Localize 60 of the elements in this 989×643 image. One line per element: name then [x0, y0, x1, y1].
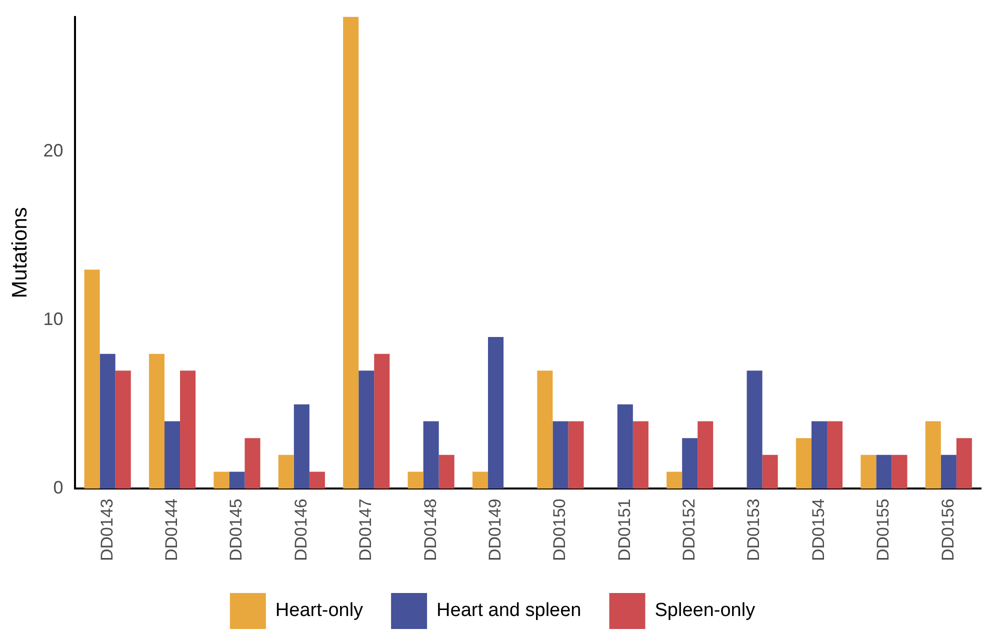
bar	[472, 472, 488, 489]
bar	[617, 404, 633, 489]
bar	[811, 421, 828, 489]
y-axis-title: Mutations	[8, 207, 32, 298]
x-tick-label: DD0143	[97, 498, 116, 562]
bar	[746, 370, 762, 489]
y-tick-label: 10	[43, 309, 64, 330]
bar	[827, 421, 843, 489]
bar	[568, 421, 584, 489]
y-tick-label: 0	[53, 478, 64, 498]
x-tick-label: DD0144	[162, 498, 181, 562]
x-tick-label: DD0156	[938, 498, 958, 562]
bar	[229, 472, 245, 489]
bar	[358, 370, 374, 489]
bar	[682, 438, 698, 489]
x-tick-label: DD0154	[808, 498, 828, 562]
bar	[796, 438, 812, 489]
bar	[423, 421, 439, 489]
x-tick-label: DD0145	[226, 498, 246, 562]
bar	[488, 336, 504, 489]
legend-label: Spleen-only	[654, 600, 756, 622]
bar	[552, 421, 568, 489]
bar	[956, 438, 972, 489]
x-tick-label: DD0150	[550, 498, 570, 562]
bar	[115, 370, 131, 489]
bar	[408, 472, 424, 489]
bar	[762, 454, 778, 489]
bar	[374, 354, 390, 489]
bar	[860, 454, 876, 489]
bar	[278, 454, 294, 489]
y-tick-label: 20	[43, 140, 64, 161]
bar	[537, 370, 553, 489]
legend-label: Heart and spleen	[436, 600, 582, 622]
bar	[876, 454, 892, 489]
bar	[632, 421, 648, 489]
bar	[294, 404, 310, 489]
bar	[180, 370, 196, 489]
bar	[343, 16, 359, 489]
x-tick-label: DD0151	[614, 498, 634, 562]
bar	[164, 421, 180, 489]
x-tick-label: DD0148	[420, 498, 440, 562]
x-tick-label: DD0149	[485, 498, 504, 562]
bar	[214, 472, 230, 489]
bar	[244, 438, 260, 489]
bar	[892, 454, 908, 489]
bar	[438, 454, 454, 489]
bar	[309, 472, 325, 489]
x-tick-label: DD0147	[356, 498, 376, 562]
x-tick-label: DD0152	[680, 498, 699, 562]
bar	[84, 270, 100, 489]
bar	[698, 421, 714, 489]
bar	[148, 354, 165, 489]
x-tick-label: DD0153	[744, 498, 764, 562]
x-tick-label: DD0146	[291, 498, 310, 562]
bar	[666, 472, 682, 489]
bar	[100, 354, 116, 489]
bar	[925, 421, 941, 489]
x-tick-label: DD0155	[874, 498, 893, 562]
bar	[940, 454, 956, 489]
legend-label: Heart-only	[275, 600, 364, 622]
